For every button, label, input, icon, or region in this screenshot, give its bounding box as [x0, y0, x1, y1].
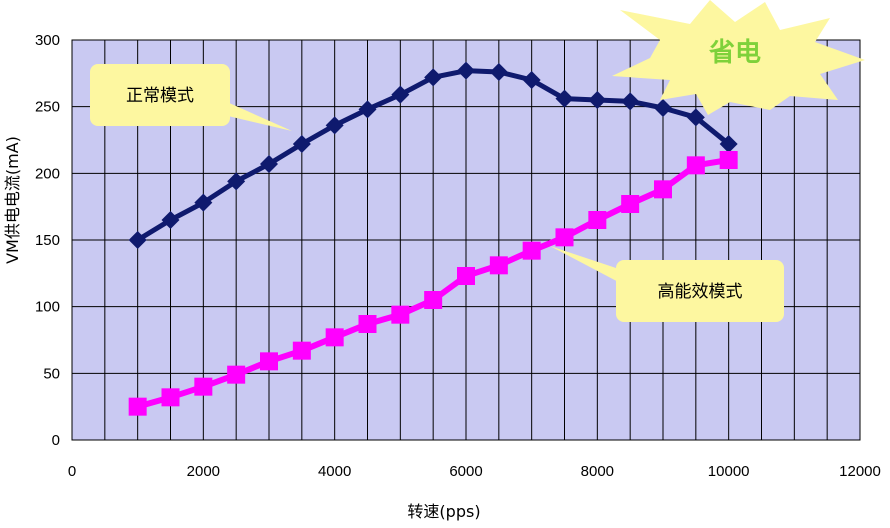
data-point	[686, 108, 705, 127]
data-point	[588, 211, 607, 229]
x-axis-title: 转速(pps)	[407, 502, 480, 521]
data-point	[588, 91, 607, 109]
data-point	[555, 228, 574, 247]
data-point	[654, 99, 672, 117]
data-point	[227, 365, 246, 384]
plot-border	[71, 39, 861, 441]
y-axis-title: VM供电电流(mA)	[3, 136, 22, 264]
data-point	[260, 352, 278, 371]
efficient-callout-pointer	[550, 246, 626, 286]
data-point	[489, 63, 508, 81]
data-point	[292, 135, 311, 153]
normal-callout-label: 正常模式	[126, 86, 194, 106]
y-axis-ticks: 0 50 100 150 200 250 300	[35, 32, 60, 449]
y-tick-label: 300	[35, 32, 60, 49]
x-tick-label: 8000	[581, 463, 614, 480]
y-tick-label: 200	[35, 165, 60, 182]
x-tick-label: 4000	[318, 463, 351, 480]
burst-shape	[612, 0, 865, 115]
efficient-callout-box	[616, 260, 784, 322]
data-point	[555, 89, 574, 108]
data-point	[391, 85, 410, 104]
y-tick-label: 100	[35, 299, 60, 316]
data-point	[489, 256, 508, 275]
data-point	[128, 397, 147, 416]
y-tick-label: 150	[35, 232, 60, 249]
data-point	[686, 156, 705, 175]
data-point	[391, 305, 410, 324]
data-point	[424, 68, 443, 87]
data-point	[719, 151, 738, 169]
data-point	[457, 267, 475, 285]
data-point	[161, 211, 180, 229]
x-axis-ticks: 0 2000 4000 6000 8000 10000 12000	[68, 463, 881, 480]
data-point	[522, 71, 541, 89]
y-tick-label: 0	[52, 432, 60, 449]
y-tick-label: 50	[43, 365, 60, 382]
data-point	[194, 377, 213, 396]
data-point	[358, 100, 377, 119]
series-2	[128, 151, 738, 416]
normal-callout-box	[90, 64, 230, 126]
burst-label: 省电	[708, 38, 761, 68]
x-tick-label: 6000	[449, 463, 482, 480]
data-point	[621, 92, 640, 111]
x-tick-label: 12000	[839, 463, 881, 480]
data-point	[621, 195, 640, 213]
x-tick-label: 10000	[708, 463, 750, 480]
data-point	[227, 172, 246, 191]
data-point	[522, 241, 541, 260]
efficient-callout-label: 高能效模式	[658, 282, 743, 302]
data-point	[719, 135, 738, 153]
power-saving-burst: 省电	[612, 0, 865, 115]
data-point	[260, 155, 278, 173]
data-point	[128, 231, 147, 249]
x-tick-label: 2000	[187, 463, 220, 480]
data-point	[161, 388, 180, 407]
data-point	[457, 61, 475, 80]
data-point	[654, 180, 672, 199]
y-tick-label: 250	[35, 99, 60, 116]
series-1	[128, 61, 738, 249]
data-point	[358, 315, 377, 333]
efficient-callout: 高能效模式	[550, 246, 784, 322]
data-point	[194, 193, 213, 212]
x-tick-label: 0	[68, 463, 76, 480]
data-point	[424, 291, 443, 309]
data-point	[325, 116, 344, 135]
data-point	[292, 341, 311, 360]
data-point	[325, 328, 344, 347]
series-layer	[128, 61, 738, 416]
normal-callout: 正常模式	[90, 64, 292, 131]
